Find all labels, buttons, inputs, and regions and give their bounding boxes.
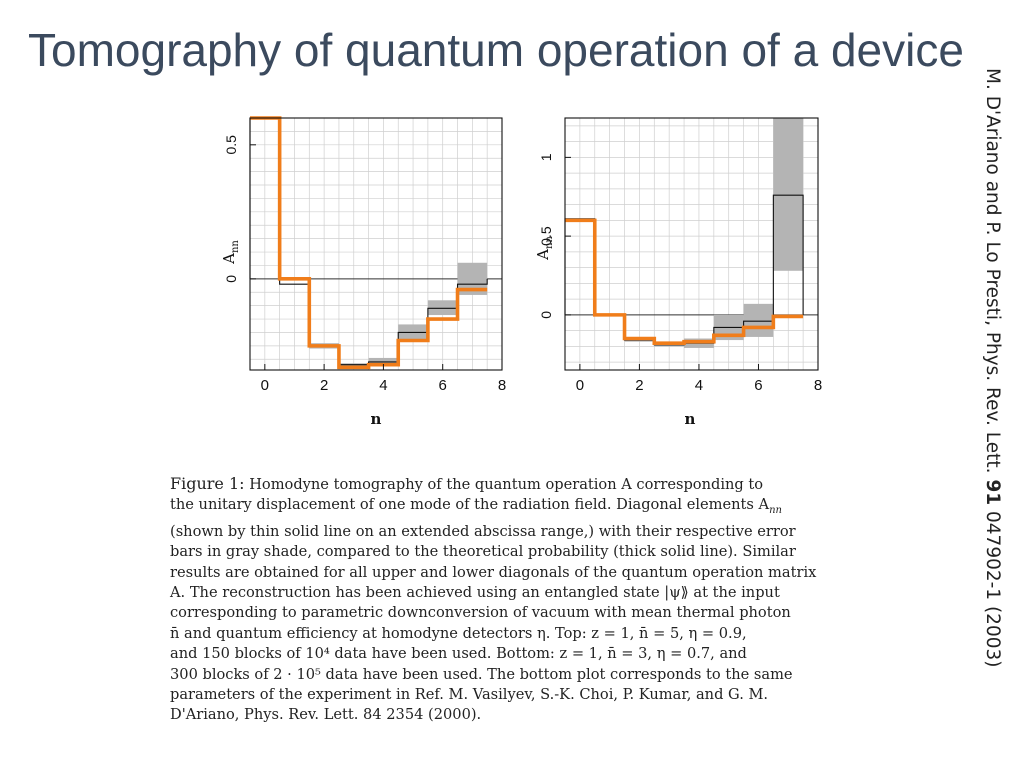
- plot-1-xtick-label: 2: [320, 377, 328, 394]
- plot-2-error-band: [773, 118, 804, 271]
- plot-1-theory-line: [250, 116, 488, 370]
- plot-1-frame: [249, 117, 503, 371]
- plot-1-error-band: [427, 300, 458, 316]
- plot-2-xtick-label: 0: [576, 377, 584, 394]
- caption-subscript-nn: nn: [769, 505, 782, 517]
- caption-line-11: parameters of the experiment in Ref. M. …: [170, 685, 769, 703]
- plot-1-xtick-label: 6: [439, 377, 447, 394]
- caption-line-9: and 150 blocks of 10⁴ data have been use…: [170, 645, 747, 663]
- caption-text-2: the unitary displacement of one mode of …: [170, 496, 770, 514]
- plot-1-xtick-label: 8: [498, 377, 506, 394]
- ylabel-main: A: [220, 253, 238, 265]
- plot-2-xtick-label: 6: [754, 377, 762, 394]
- caption-line-2: the unitary displacement of one mode of …: [170, 495, 860, 521]
- plot-2-ytick-label: 0: [538, 311, 554, 319]
- plot-1-xtick-label: 0: [261, 377, 269, 394]
- plot-2-ytick-label: 0.5: [538, 226, 554, 246]
- plot-2-theory-line: [565, 218, 804, 346]
- plot-1-error-band: [338, 363, 369, 368]
- ylabel-main: A: [534, 249, 552, 261]
- plot-2-error-band: [743, 303, 774, 337]
- plot-1-error-band: [398, 324, 428, 340]
- plot-1-ytick-label: 0.5: [223, 135, 239, 155]
- plot-1-xtick-label: 4: [379, 377, 387, 394]
- caption-line-12: D'Ariano, Phys. Rev. Lett. 84 2354 (2000…: [170, 706, 482, 724]
- plot-1-error-band: [368, 357, 399, 365]
- plot-2-xtick-label: 2: [635, 377, 643, 394]
- caption-line-7: corresponding to parametric downconversi…: [170, 604, 791, 622]
- plot-2-ytick-label: 1: [538, 153, 554, 161]
- ylabel-subscript: nn: [544, 236, 555, 249]
- plot-2-frame: [564, 117, 819, 371]
- plot-2-xtick-label: 8: [814, 377, 822, 394]
- figure-caption: Figure 1: Homodyne tomography of the qua…: [170, 474, 860, 726]
- plot-1-ylabel: Ann: [220, 240, 241, 265]
- plot-1-xlabel: n: [371, 410, 382, 428]
- caption-line-3: (shown by thin solid line on an extended…: [170, 522, 796, 540]
- caption-line-4: bars in gray shade, compared to the theo…: [170, 543, 796, 561]
- figure-label: Figure 1:: [170, 474, 245, 493]
- caption-line-8: n̄ and quantum efficiency at homodyne de…: [170, 624, 747, 642]
- ylabel-subscript: nn: [230, 240, 241, 253]
- plot-1-ytick-label: 0: [223, 275, 239, 283]
- caption-line-1: Figure 1: Homodyne tomography of the qua…: [170, 474, 860, 495]
- caption-line-6: A. The reconstruction has been achieved …: [170, 583, 780, 601]
- plot-2-xlabel: n: [685, 410, 696, 428]
- slide-title: Tomography of quantum operation of a dev…: [28, 24, 964, 76]
- caption-line-10: 300 blocks of 2 · 10⁵ data have been use…: [170, 665, 793, 683]
- plot-2-ylabel: Ann: [534, 236, 555, 261]
- caption-line-5: results are obtained for all upper and l…: [170, 563, 817, 581]
- plot-2-xtick-label: 4: [695, 377, 703, 394]
- caption-text-1: Homodyne tomography of the quantum opera…: [249, 476, 764, 493]
